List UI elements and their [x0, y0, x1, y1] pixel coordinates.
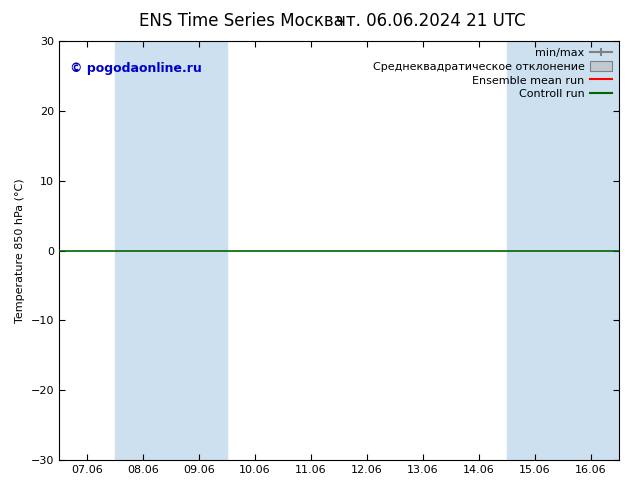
Text: ENS Time Series Москва: ENS Time Series Москва	[139, 12, 343, 30]
Legend: min/max, Среднеквадратическое отклонение, Ensemble mean run, Controll run: min/max, Среднеквадратическое отклонение…	[368, 43, 617, 103]
Bar	[563, 41, 619, 460]
Bar	[171, 41, 227, 460]
Y-axis label: Temperature 850 hPa (°C): Temperature 850 hPa (°C)	[15, 178, 25, 323]
Bar	[115, 41, 171, 460]
Text: чт. 06.06.2024 21 UTC: чт. 06.06.2024 21 UTC	[336, 12, 526, 30]
Text: © pogodaonline.ru: © pogodaonline.ru	[70, 62, 202, 75]
Bar	[507, 41, 563, 460]
